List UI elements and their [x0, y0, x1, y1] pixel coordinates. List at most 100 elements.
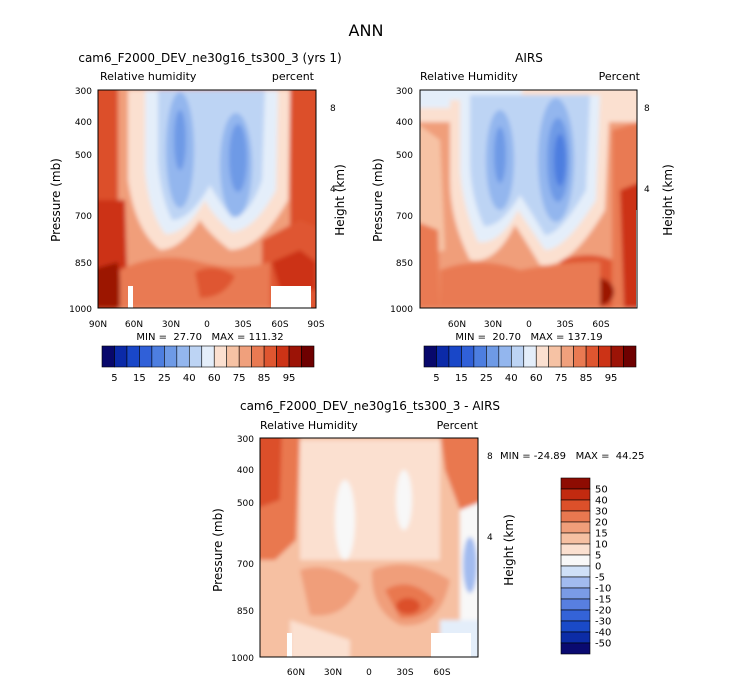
panel1-colorbar-swatch — [176, 345, 190, 368]
panel2-xtick-0: 0 — [526, 320, 532, 330]
panel-airs: AIRS Relative Humidity Percent — [371, 51, 675, 384]
panel2-colorbar-label: 5 — [433, 373, 439, 384]
panel2-frame — [419, 89, 638, 309]
panel-model: cam6_F2000_DEV_ne30g16_ts300_3 (yrs 1) R… — [49, 51, 347, 384]
panel2-ytick-700: 700 — [396, 212, 413, 222]
panel3-colorbar-label: 10 — [595, 540, 608, 551]
panel2-xtick-60S: 60S — [592, 320, 609, 330]
panel1-ytick-700: 700 — [75, 212, 92, 222]
panel3-ytick-500: 500 — [237, 499, 254, 509]
panel2-colorbar-swatch — [598, 345, 612, 368]
panel3-ytick-700: 700 — [237, 560, 254, 570]
panel2-colorbar-label: 40 — [505, 373, 518, 384]
panel2-colorbar-label: 85 — [580, 373, 593, 384]
panel2-colorbar-swatch — [585, 345, 599, 368]
panel2-colorbar-swatch — [423, 345, 437, 368]
panel1-ylabel: Pressure (mb) — [49, 158, 63, 242]
panel2-ytick-500: 500 — [396, 151, 413, 161]
panel2-colorbar-swatch — [560, 345, 574, 368]
panel1-xtick-30N: 30N — [162, 320, 180, 330]
panel3-y2tick-4: 4 — [487, 533, 493, 543]
panel1-colorbar-swatch — [201, 345, 215, 368]
panel2-xtick-30N: 30N — [484, 320, 502, 330]
panel3-colorbar-label: -50 — [595, 639, 611, 650]
panel1-ytick-300: 300 — [75, 87, 92, 97]
panel2-colorbar-swatch — [535, 345, 550, 368]
panel2-colorbar-label: 60 — [530, 373, 543, 384]
panel3-colorbar-label: -40 — [595, 628, 611, 639]
panel3-colorbar-swatch — [560, 510, 591, 523]
panel3-colorbar-label: -30 — [595, 617, 611, 628]
panel3-ylabel: Pressure (mb) — [211, 508, 225, 592]
panel3-colorbar-swatch — [560, 499, 591, 512]
panel1-colorbar-swatch — [288, 345, 302, 368]
panel1-frame — [97, 89, 317, 309]
panel2-colorbar-swatch — [498, 345, 512, 368]
panel3-colorbar-swatch — [560, 609, 591, 622]
figure-title: ANN — [349, 21, 384, 40]
panel3-colorbar-swatch — [560, 631, 591, 644]
panel3-colorbar-swatch — [560, 532, 591, 545]
panel3-y2label: Height (km) — [502, 514, 516, 585]
panel1-colorbar-swatch — [301, 345, 315, 368]
panel1-colorbar-swatch — [263, 345, 277, 368]
panel1-colorbar-swatch — [213, 345, 228, 368]
panel3-colorbar-label: 50 — [595, 485, 608, 496]
panel2-colorbar-label: 15 — [455, 373, 468, 384]
panel1-colorbar-swatch — [114, 345, 128, 368]
panel1-contour-field — [98, 90, 316, 308]
panel1-y2label: Height (km) — [333, 164, 347, 235]
panel1-y2tick-4: 4 — [330, 185, 336, 195]
panel3-xtick-0: 0 — [366, 668, 372, 678]
panel2-colorbar-label: 75 — [555, 373, 568, 384]
panel2-colorbar-swatch — [473, 345, 487, 368]
panel1-colorbar-label: 95 — [283, 373, 296, 384]
panel3-ytick-850: 850 — [237, 607, 254, 617]
panel1-colorbar-label: 5 — [111, 373, 117, 384]
panel1-stats: MIN = 27.70 MAX = 111.32 — [136, 332, 283, 343]
panel3-colorbar-swatch — [560, 598, 591, 611]
panel2-ytick-300: 300 — [396, 87, 413, 97]
panel3-colorbar-label: 40 — [595, 496, 608, 507]
panel1-ytick-500: 500 — [75, 151, 92, 161]
panel2-stats: MIN = 20.70 MAX = 137.19 — [455, 332, 602, 343]
panel1-xtick-60S: 60S — [271, 320, 288, 330]
panel1-colorbar-label: 75 — [233, 373, 246, 384]
panel3-colorbar-label: 5 — [595, 551, 601, 562]
panel2-colorbar-label: 25 — [480, 373, 493, 384]
panel3-colorbar-label: 20 — [595, 518, 608, 529]
panel3-colorbar-swatch — [560, 488, 591, 501]
panel3-stats: MIN = -24.89 MAX = 44.25 — [500, 451, 644, 462]
panel2-colorbar-swatch — [486, 345, 500, 368]
panel2-colorbar-swatch — [573, 345, 587, 368]
panel2-xtick-60N: 60N — [448, 320, 466, 330]
panel3-y2tick-8: 8 — [487, 452, 493, 462]
panel1-colorbar: 5 15 25 40 60 75 85 95 — [101, 345, 315, 384]
panel3-colorbar-label: -10 — [595, 584, 611, 595]
panel3-colorbar-swatch — [560, 587, 591, 600]
panel3-title: cam6_F2000_DEV_ne30g16_ts300_3 - AIRS — [240, 399, 500, 413]
panel2-ylabel: Pressure (mb) — [371, 158, 385, 242]
panel1-xtick-0: 0 — [204, 320, 210, 330]
panel2-colorbar: 5 15 25 40 60 75 85 95 — [423, 345, 637, 384]
panel2-left-label: Relative Humidity — [420, 70, 518, 83]
panel3-colorbar-swatch — [560, 565, 591, 578]
panel1-colorbar-swatch — [238, 345, 252, 368]
panel-difference: cam6_F2000_DEV_ne30g16_ts300_3 - AIRS Re… — [211, 399, 644, 678]
panel1-xtick-90N: 90N — [89, 320, 107, 330]
panel2-colorbar-swatch — [436, 345, 450, 368]
panel3-xtick-30N: 30N — [324, 668, 342, 678]
panel3-ytick-400: 400 — [237, 466, 254, 476]
panel3-colorbar-swatch — [560, 576, 591, 589]
panel2-colorbar-swatch — [610, 345, 624, 368]
panel3-ytick-1000: 1000 — [231, 654, 254, 664]
panel2-colorbar-swatch — [548, 345, 562, 368]
panel2-colorbar-swatch — [623, 345, 637, 368]
panel1-y2tick-8: 8 — [330, 104, 336, 114]
panel3-frame — [259, 437, 479, 658]
panel2-title: AIRS — [515, 51, 543, 65]
panel2-y2tick-8: 8 — [644, 104, 650, 114]
panel3-colorbar-label: -15 — [595, 595, 611, 606]
panel1-colorbar-swatch — [139, 345, 153, 368]
